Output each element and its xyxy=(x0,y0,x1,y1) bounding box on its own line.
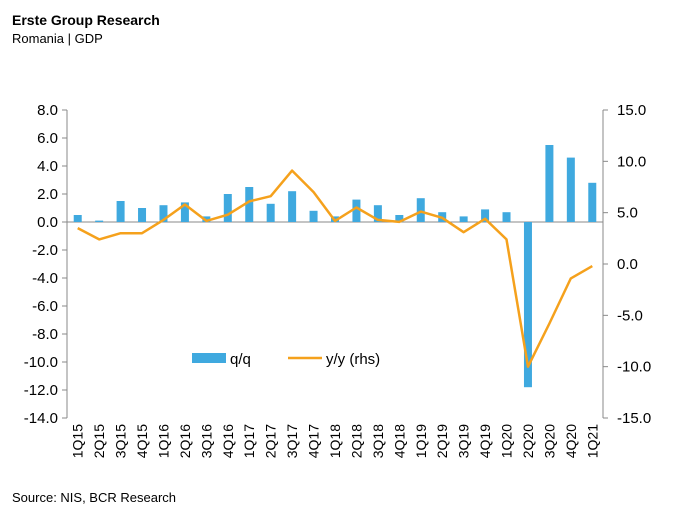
bar-2Q20 xyxy=(523,222,532,388)
left-tick-label: -8.0 xyxy=(32,326,58,343)
source-note: Source: NIS, BCR Research xyxy=(12,490,177,505)
bar-4Q19 xyxy=(481,209,490,222)
bar-2Q15 xyxy=(95,220,104,222)
bar-3Q19 xyxy=(459,216,468,222)
x-tick-label: 1Q16 xyxy=(155,424,171,458)
bar-2Q17 xyxy=(266,203,275,222)
left-tick-label: 0.0 xyxy=(37,214,58,231)
legend-label-qq: q/q xyxy=(230,351,251,368)
bar-4Q17 xyxy=(309,210,318,222)
x-tick-label: 2Q16 xyxy=(177,424,193,458)
x-tick-label: 4Q17 xyxy=(306,424,322,458)
x-tick-label: 2Q15 xyxy=(91,424,107,458)
x-tick-label: 3Q19 xyxy=(456,424,472,458)
right-tick-label: -15.0 xyxy=(617,410,651,427)
left-tick-label: -4.0 xyxy=(32,270,58,287)
x-tick-label: 3Q20 xyxy=(541,424,557,458)
left-tick-label: -6.0 xyxy=(32,298,58,315)
x-axis: 1Q15 2Q15 3Q15 4Q15 1Q16 2Q16 3Q16 4Q16 1Q17 2Q17… xyxy=(67,221,603,458)
x-tick-label: 4Q18 xyxy=(391,424,407,458)
left-tick-label: -10.0 xyxy=(24,354,58,371)
left-tick-label: 6.0 xyxy=(37,130,58,147)
x-tick-label: 2Q20 xyxy=(520,424,536,458)
bar-4Q16 xyxy=(223,194,232,222)
x-tick-label: 4Q16 xyxy=(220,424,236,458)
x-tick-label: 1Q19 xyxy=(413,424,429,458)
x-tick-label: 3Q17 xyxy=(284,424,300,458)
report-title: Erste Group Research xyxy=(12,12,160,28)
bar-2Q18 xyxy=(352,199,361,222)
left-tick-label: 4.0 xyxy=(37,158,58,175)
left-tick-label: -12.0 xyxy=(24,382,58,399)
bar-1Q16 xyxy=(159,205,168,222)
right-y-axis: 15.0 10.0 5.0 0.0 -5.0 -10.0 -15.0 xyxy=(602,102,651,427)
bar-1Q20 xyxy=(502,212,511,222)
x-tick-label: 2Q19 xyxy=(434,424,450,458)
x-tick-label: 3Q18 xyxy=(370,424,386,458)
left-tick-label: -2.0 xyxy=(32,242,58,259)
left-tick-label: 2.0 xyxy=(37,186,58,203)
right-tick-label: 15.0 xyxy=(617,102,646,119)
x-tick-label: 4Q19 xyxy=(477,424,493,458)
x-tick-label: 3Q16 xyxy=(198,424,214,458)
yy-line xyxy=(77,169,593,368)
bar-3Q17 xyxy=(288,191,297,222)
x-tick-label: 1Q21 xyxy=(584,424,600,458)
right-tick-label: -5.0 xyxy=(617,307,643,324)
x-tick-label: 3Q15 xyxy=(113,424,129,458)
x-tick-label: 2Q17 xyxy=(263,424,279,458)
bar-3Q20 xyxy=(545,145,554,222)
legend-swatch-qq xyxy=(192,353,226,363)
bar-2Q16 xyxy=(180,202,189,222)
x-tick-label: 1Q15 xyxy=(70,424,86,458)
right-tick-label: 0.0 xyxy=(617,256,638,273)
x-tick-label: 1Q20 xyxy=(499,424,515,458)
chart-subtitle: Romania | GDP xyxy=(12,31,103,46)
bar-1Q17 xyxy=(245,187,254,222)
x-tick-label: 2Q18 xyxy=(348,424,364,458)
legend-label-yy: y/y (rhs) xyxy=(326,351,380,368)
bar-1Q19 xyxy=(416,198,425,222)
left-y-axis: 8.0 6.0 4.0 2.0 0.0 -2.0 -4.0 -6.0 -8.0 -10.0 -12.… xyxy=(24,102,68,427)
left-tick-label: -14.0 xyxy=(24,410,58,427)
right-tick-label: 5.0 xyxy=(617,205,638,222)
left-tick-label: 8.0 xyxy=(37,102,58,119)
bar-3Q16 xyxy=(202,216,211,222)
right-tick-label: -10.0 xyxy=(617,359,651,376)
bar-4Q18 xyxy=(395,215,404,222)
x-tick-label: 4Q20 xyxy=(563,424,579,458)
x-tick-label: 4Q15 xyxy=(134,424,150,458)
right-tick-label: 10.0 xyxy=(617,153,646,170)
bar-1Q21 xyxy=(588,182,597,222)
x-tick-label: 1Q17 xyxy=(241,424,257,458)
bar-4Q15 xyxy=(138,208,147,222)
yy-series-line xyxy=(77,169,593,368)
bar-3Q18 xyxy=(373,205,382,222)
x-tick-label: 1Q18 xyxy=(327,424,343,458)
legend: q/q y/y (rhs) xyxy=(192,351,380,368)
bar-4Q20 xyxy=(566,157,575,222)
qq-bars xyxy=(73,145,597,388)
bar-1Q15 xyxy=(73,215,82,222)
bar-3Q15 xyxy=(116,201,125,222)
